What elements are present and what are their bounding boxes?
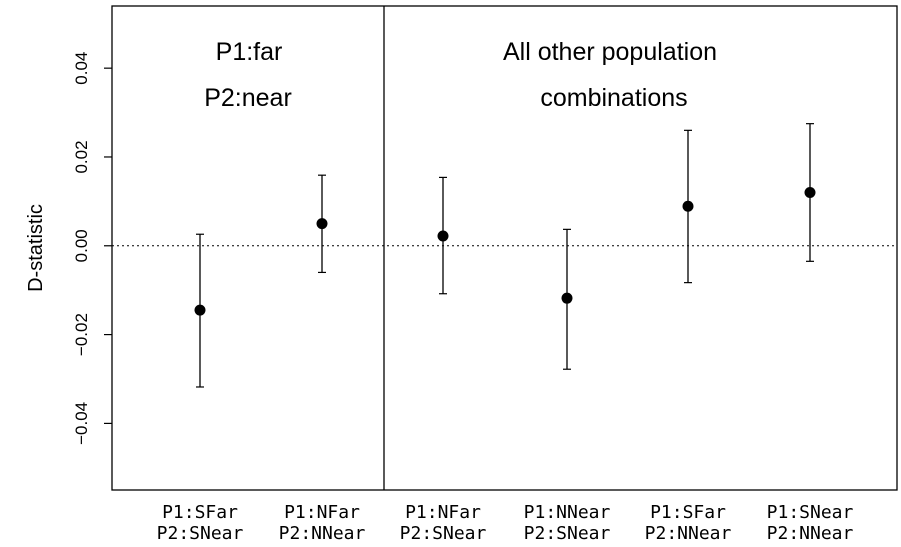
- x-category-label: P1:NFar: [284, 502, 360, 523]
- x-category-label: P2:SNear: [400, 523, 487, 544]
- x-category-label: P1:SFar: [162, 502, 238, 523]
- x-category-label: P2:NNear: [279, 523, 366, 544]
- y-tick-label: 0.00: [72, 229, 91, 262]
- x-category-label: P2:NNear: [767, 523, 854, 544]
- data-point: [194, 304, 206, 316]
- plot-frame: [111, 5, 898, 491]
- x-category-label: P2:SNear: [524, 523, 611, 544]
- x-category-label: P1:NNear: [524, 502, 611, 523]
- y-tick-label: 0.02: [72, 140, 91, 173]
- y-axis-label: D-statistic: [25, 204, 47, 292]
- x-category-label: P1:NFar: [405, 502, 481, 523]
- data-point: [682, 200, 694, 212]
- x-category-label: P1:SFar: [650, 502, 726, 523]
- data-point: [316, 218, 328, 230]
- panel-label-right-line1: All other population: [503, 38, 717, 66]
- y-tick-label: −0.04: [72, 402, 91, 445]
- panel-label-left-line1: P1:far: [216, 38, 283, 66]
- data-point: [437, 230, 449, 242]
- panel-label-right-line2: combinations: [540, 84, 687, 112]
- x-category-label: P2:NNear: [645, 523, 732, 544]
- x-category-label: P2:SNear: [157, 523, 244, 544]
- panel-label-left-line2: P2:near: [204, 84, 292, 112]
- data-point: [804, 186, 816, 198]
- data-point: [561, 292, 573, 304]
- y-tick-label: −0.02: [72, 313, 91, 356]
- y-tick-label: 0.04: [72, 52, 91, 85]
- x-category-label: P1:SNear: [767, 502, 854, 523]
